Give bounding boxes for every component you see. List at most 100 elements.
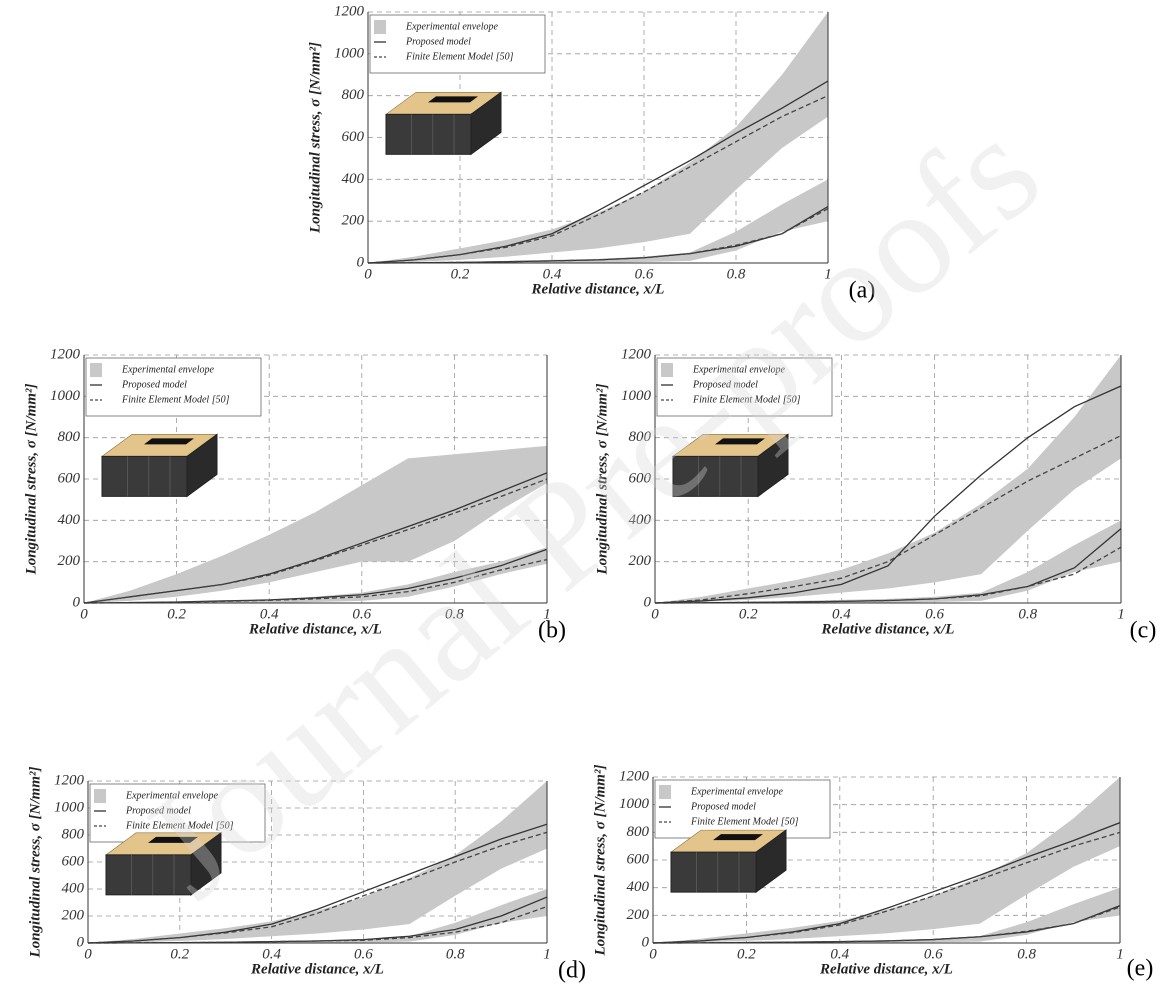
specimen-slot <box>144 438 194 445</box>
chart-panel: 0 200 400 600 800 1000 1200 0 0.2 0.4 0.6 0.8 1 Relat… <box>27 767 586 984</box>
model-line <box>655 435 1121 604</box>
specimen-side <box>190 831 222 896</box>
specimen-side <box>470 91 502 156</box>
x-tick-label: 1 <box>543 946 551 962</box>
x-tick-label: 0.6 <box>354 946 373 962</box>
legend-label: Experimental envelope <box>690 786 783 797</box>
y-tick-label: 600 <box>62 853 85 869</box>
specimen-side <box>755 829 787 894</box>
y-tick-label: 800 <box>58 429 81 445</box>
plot-area <box>653 777 1120 944</box>
panel-label: (a) <box>849 278 876 304</box>
legend-box <box>369 14 546 74</box>
chart-panel: 0 200 400 600 800 1000 1200 0 0.2 0.4 0.6 0.8 1 Relat… <box>23 346 566 643</box>
specimen-slot <box>428 96 478 103</box>
x-axis-title: Relative distance, x/L <box>821 621 955 637</box>
model-line <box>88 831 547 944</box>
x-axis-title: Relative distance, x/L <box>531 281 665 297</box>
legend-swatch <box>659 785 671 799</box>
legend-label: Finite Element Model [50] <box>125 820 234 831</box>
x-tick-label: 0.2 <box>167 606 186 622</box>
panel-label: (b) <box>538 618 566 644</box>
x-tick-label: 1 <box>1117 606 1125 622</box>
y-tick-label: 600 <box>627 851 650 867</box>
y-axis-title: Longitudinal stress, σ [N/mm²] <box>594 384 610 576</box>
x-tick-label: 0.8 <box>446 946 465 962</box>
specimen-illustration <box>672 433 789 498</box>
panel-label: (c) <box>1130 618 1157 644</box>
x-tick-label: 0.8 <box>1018 606 1037 622</box>
x-tick-label: 1 <box>824 266 832 282</box>
model-line <box>653 906 1120 944</box>
legend-label: Finite Element Model [50] <box>690 816 799 827</box>
legend-swatch <box>90 363 102 377</box>
y-tick-label: 400 <box>342 171 365 187</box>
envelope-band <box>88 889 547 943</box>
x-axis-title: Relative distance, x/L <box>250 961 384 977</box>
model-line <box>653 822 1120 944</box>
x-axis-title: Relative distance, x/L <box>248 621 382 637</box>
y-tick-label: 600 <box>342 129 365 145</box>
legend-label: Finite Element Model [50] <box>405 51 514 62</box>
y-tick-label: 1000 <box>621 388 652 404</box>
x-tick-label: 0 <box>651 606 659 622</box>
y-tick-label: 1000 <box>50 388 81 404</box>
x-tick-label: 0 <box>364 266 372 282</box>
legend-label: Proposed model <box>692 379 758 390</box>
y-tick-label: 1200 <box>50 346 81 362</box>
x-tick-label: 0 <box>84 946 92 962</box>
y-tick-label: 800 <box>629 429 652 445</box>
legend-label: Proposed model <box>690 801 756 812</box>
model-line <box>84 478 547 604</box>
envelope-band <box>655 355 1121 603</box>
y-tick-label: 600 <box>629 470 652 486</box>
y-axis-title: Longitudinal stress, σ [N/mm²] <box>307 42 323 234</box>
legend-swatch <box>94 789 106 803</box>
envelope-band <box>88 781 547 943</box>
y-tick-label: 1200 <box>619 768 650 784</box>
y-axis-title: Longitudinal stress, σ [N/mm²] <box>23 384 39 576</box>
legend-label: Experimental envelope <box>125 790 218 801</box>
specimen-front <box>672 455 759 497</box>
specimen-front <box>101 455 188 497</box>
x-tick-label: 0.6 <box>352 606 371 622</box>
x-tick-label: 0 <box>80 606 88 622</box>
x-tick-label: 0.6 <box>925 606 944 622</box>
y-tick-label: 800 <box>62 826 85 842</box>
model-line <box>653 831 1120 944</box>
y-tick-label: 0 <box>73 594 81 610</box>
y-tick-label: 400 <box>629 512 652 528</box>
x-tick-label: 0.8 <box>727 266 746 282</box>
x-axis-title: Relative distance, x/L <box>819 961 953 977</box>
y-tick-label: 200 <box>627 907 650 923</box>
x-tick-label: 0.4 <box>543 266 562 282</box>
envelope-band <box>653 777 1120 943</box>
specimen-front <box>670 851 757 893</box>
specimen-illustration <box>105 831 222 896</box>
chart-panel: 0 200 400 600 800 1000 1200 0 0.2 0.4 0.6 0.8 1 Relat… <box>592 765 1153 982</box>
y-tick-label: 1200 <box>334 3 365 19</box>
envelope-band <box>368 12 828 263</box>
model-line <box>84 472 547 604</box>
chart-panel: 0 200 400 600 800 1000 1200 0 0.2 0.4 0.6 0.8 1 Relat… <box>307 3 875 303</box>
legend-box <box>89 783 266 843</box>
model-line <box>655 546 1121 604</box>
y-tick-label: 1000 <box>619 796 650 812</box>
x-tick-label: 0.2 <box>451 266 470 282</box>
legend-swatch <box>661 363 673 377</box>
legend-label: Finite Element Model [50] <box>121 394 230 405</box>
specimen-illustration <box>670 829 787 894</box>
legend-swatch <box>374 20 386 34</box>
x-tick-label: 0.8 <box>1017 946 1036 962</box>
specimen-slot <box>715 438 765 445</box>
legend-label: Experimental envelope <box>405 21 498 32</box>
panel-label: (d) <box>558 958 586 984</box>
x-tick-label: 0.6 <box>635 266 654 282</box>
y-tick-label: 0 <box>357 254 365 270</box>
model-line <box>368 95 828 264</box>
y-tick-label: 800 <box>342 87 365 103</box>
model-line <box>84 548 547 604</box>
x-tick-label: 0 <box>649 946 657 962</box>
specimen-slot <box>713 834 763 841</box>
